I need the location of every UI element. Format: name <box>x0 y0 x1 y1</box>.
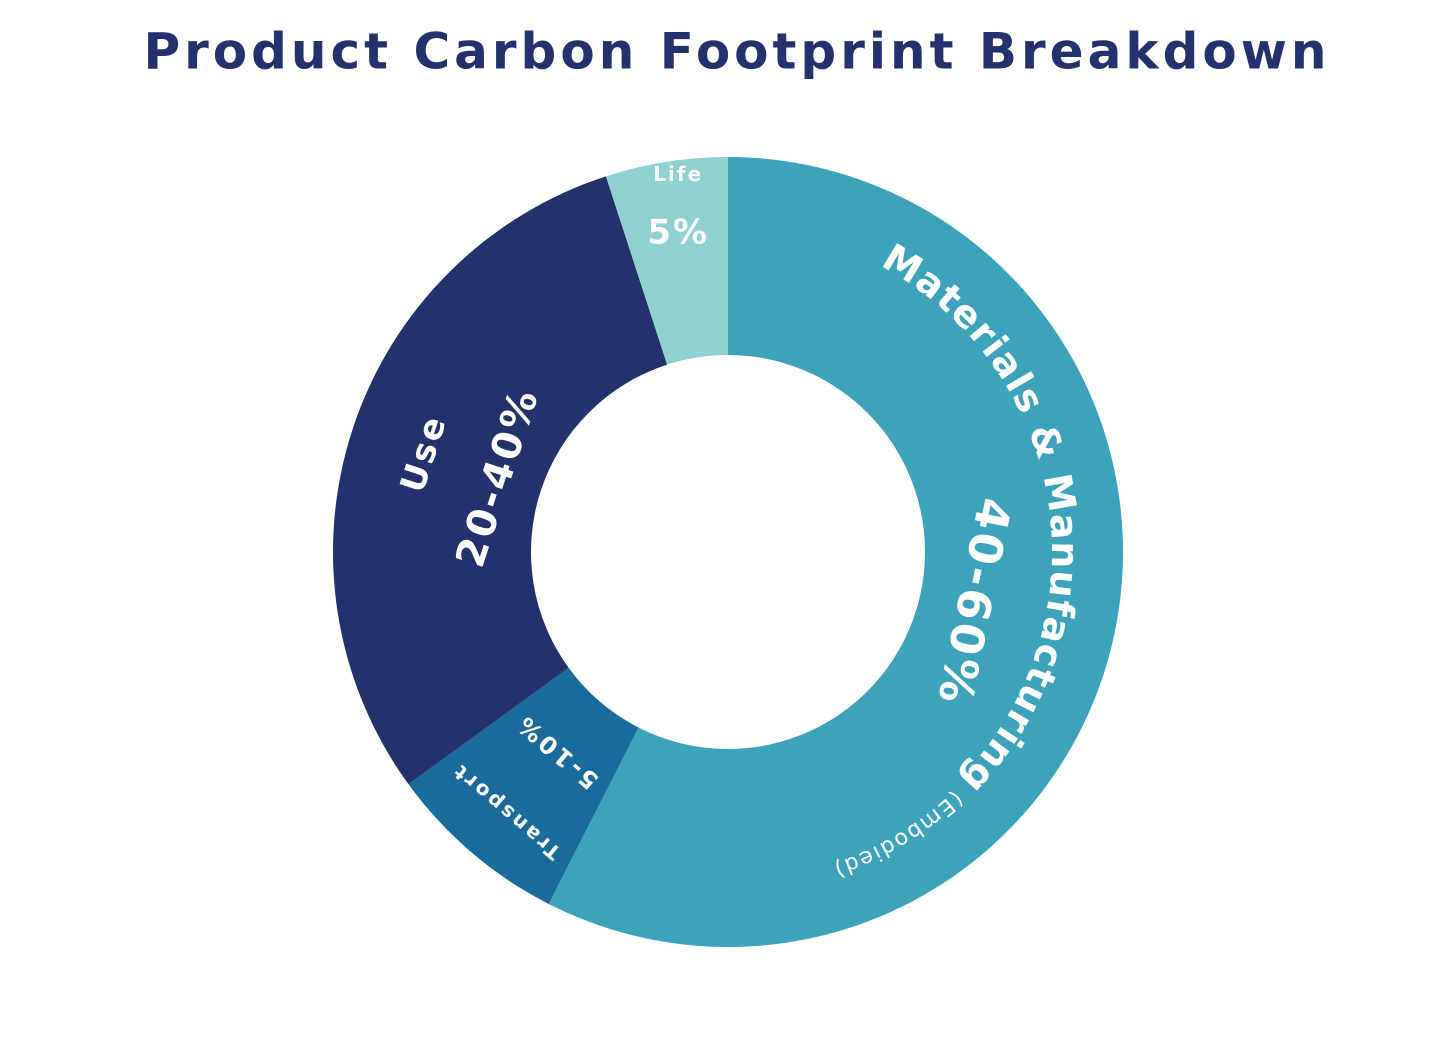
category-label: End of Life <box>636 129 721 186</box>
donut-slice <box>333 176 668 785</box>
donut-slice <box>605 157 728 365</box>
label-box: End of Life <box>636 129 721 186</box>
donut-slice <box>408 667 639 904</box>
chart-title: Product Carbon Footprint Breakdown <box>143 23 1330 81</box>
value-label: 5% <box>647 212 709 252</box>
donut-slice <box>548 157 1123 947</box>
